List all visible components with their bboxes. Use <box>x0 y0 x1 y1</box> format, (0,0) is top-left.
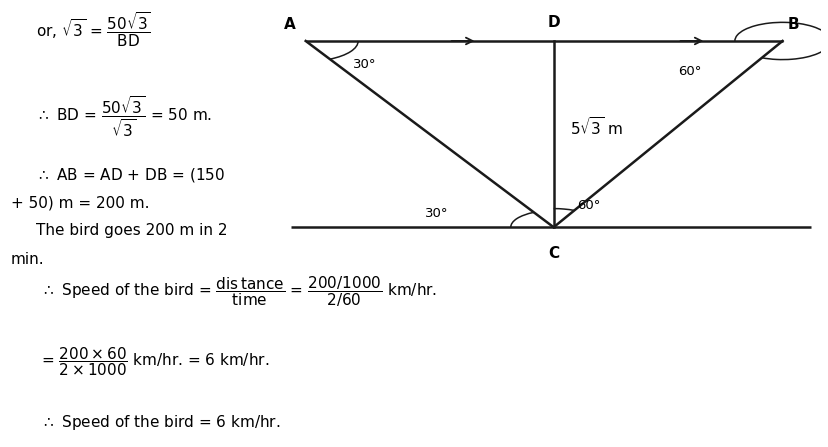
Text: = $\dfrac{200 \times 60}{2 \times 1000}$ km/hr. = 6 km/hr.: = $\dfrac{200 \times 60}{2 \times 1000}$… <box>41 346 269 379</box>
Text: D: D <box>546 15 559 30</box>
Text: + 50) m = 200 m.: + 50) m = 200 m. <box>11 196 149 211</box>
Text: A: A <box>284 17 296 32</box>
Text: 30°: 30° <box>425 207 448 220</box>
Text: $\therefore$ Speed of the bird = $\dfrac{\mathrm{dis\,tance}}{\mathrm{time}}$ = : $\therefore$ Speed of the bird = $\dfrac… <box>41 274 436 309</box>
Text: C: C <box>547 246 559 261</box>
Text: 60°: 60° <box>676 65 700 78</box>
Text: 60°: 60° <box>577 199 600 212</box>
Text: $\therefore$ BD = $\dfrac{50\sqrt{3}}{\sqrt{3}}$ = 50 m.: $\therefore$ BD = $\dfrac{50\sqrt{3}}{\s… <box>36 94 213 139</box>
Text: $\therefore$ AB = AD + DB = (150: $\therefore$ AB = AD + DB = (150 <box>36 166 225 184</box>
Text: B: B <box>787 17 798 32</box>
Text: min.: min. <box>11 252 45 267</box>
Text: 30°: 30° <box>353 58 377 71</box>
Text: $\therefore$ Speed of the bird = 6 km/hr.: $\therefore$ Speed of the bird = 6 km/hr… <box>41 413 280 432</box>
Text: or, $\sqrt{3}$ = $\dfrac{50\sqrt{3}}{\mathrm{BD}}$: or, $\sqrt{3}$ = $\dfrac{50\sqrt{3}}{\ma… <box>36 11 152 50</box>
Text: The bird goes 200 m in 2: The bird goes 200 m in 2 <box>36 223 228 238</box>
Text: $5\sqrt{3}$ m: $5\sqrt{3}$ m <box>570 116 623 138</box>
